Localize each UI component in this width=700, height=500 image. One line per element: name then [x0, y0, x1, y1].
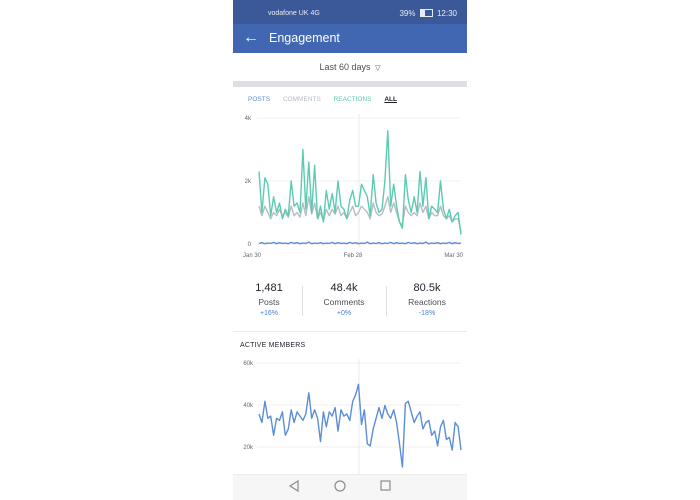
tab-posts[interactable]: POSTS: [248, 96, 271, 103]
y-tick-label: 60k: [243, 361, 254, 367]
series-line-comments: [258, 196, 462, 232]
caret-down-icon: ▽: [375, 65, 381, 72]
stat-value: 1,481: [255, 282, 283, 294]
y-tick-label: 0: [248, 242, 252, 248]
date-range-selector[interactable]: Last 60 days ▽: [233, 53, 467, 81]
stat-reactions: 80.5k Reactions -18%: [391, 282, 463, 317]
arrow-left-icon[interactable]: ←: [243, 29, 259, 46]
stat-label: Reactions: [408, 297, 446, 307]
y-tick-label: 4k: [245, 116, 252, 122]
clock: 12:30: [436, 9, 457, 18]
engagement-stats: 1,481 Posts +16% 48.4k Comments +0% 80.5…: [233, 282, 467, 324]
y-tick-label: 40k: [243, 403, 254, 409]
engagement-chart: 4k 2k 0 Jan 30 Feb 28 Mar 30: [243, 114, 464, 259]
page-title: Engagement: [269, 31, 340, 45]
stat-divider: [386, 286, 387, 316]
x-tick-label: Mar 30: [444, 253, 463, 259]
section-divider: [233, 81, 467, 87]
x-tick-label: Feb 28: [344, 253, 363, 259]
x-tick-label: Jan 30: [243, 253, 262, 259]
stat-change: +0%: [336, 310, 352, 317]
series-line-reactions: [258, 129, 462, 235]
active-members-chart: 60k 40k 20k: [243, 359, 462, 475]
battery-percent: 39%: [399, 9, 416, 18]
stat-posts: 1,481 Posts +16%: [233, 282, 305, 317]
active-members-title: ACTIVE MEMBERS: [240, 342, 306, 349]
stat-change: +16%: [259, 310, 279, 317]
tab-all[interactable]: ALL: [384, 96, 397, 103]
section-divider: [233, 331, 467, 332]
stat-label: Comments: [323, 297, 365, 307]
series-line-posts: [258, 241, 462, 245]
stat-comments: 48.4k Comments +0%: [308, 282, 380, 317]
status-bar: vodafone UK 4G 39% 12:30: [233, 0, 467, 24]
signal-label: 4G: [310, 10, 320, 17]
stat-value: 80.5k: [413, 282, 441, 294]
app-bar: ← Engagement: [233, 24, 467, 53]
series-tabs: POSTS COMMENTS REACTIONS ALL: [248, 96, 408, 103]
carrier-label: vodafone UK 4G: [268, 10, 320, 17]
y-tick-label: 20k: [243, 445, 254, 451]
tab-reactions[interactable]: REACTIONS: [333, 96, 372, 103]
stat-change: -18%: [418, 310, 436, 317]
battery-icon: [419, 9, 433, 17]
phone-screen: vodafone UK 4G 39% 12:30 ← Engagement La…: [233, 0, 467, 500]
home-circle-icon[interactable]: [333, 479, 347, 498]
back-triangle-icon[interactable]: [288, 479, 300, 498]
tab-comments[interactable]: COMMENTS: [282, 96, 321, 103]
y-tick-label: 2k: [245, 179, 252, 185]
series-line-active-members: [258, 383, 462, 468]
stat-label: Posts: [258, 297, 280, 307]
date-range-label: Last 60 days: [319, 62, 371, 72]
recents-square-icon[interactable]: [379, 479, 391, 498]
android-nav-bar: [233, 474, 467, 500]
stat-value: 48.4k: [330, 282, 358, 294]
status-right: 39% 12:30: [399, 9, 457, 18]
stat-divider: [302, 286, 303, 316]
